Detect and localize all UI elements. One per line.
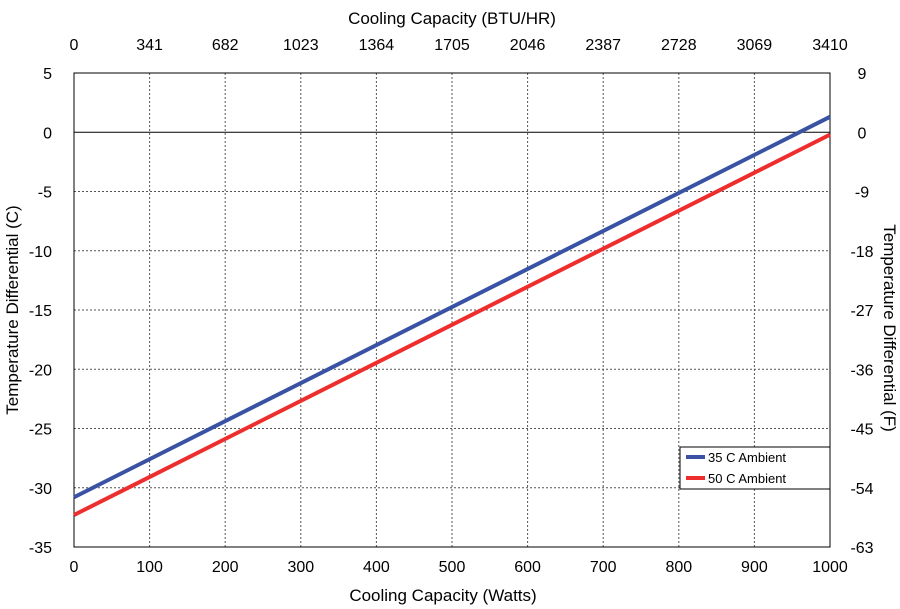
x-tick-label: 500 [439,559,466,576]
x-tick-label: 200 [212,559,239,576]
y2-axis-title: Temperature Differential (F) [880,224,899,432]
y2-axis-ticks: 9 0 -9 -18 -27 -36 -45 -54 -63 [850,66,873,557]
gridlines [74,73,830,547]
y-tick-label: 5 [43,66,52,83]
x2-tick-label: 3410 [812,37,848,54]
y2-tick-label: -63 [850,540,873,557]
x-tick-label: 700 [590,559,617,576]
x-axis-title: Cooling Capacity (Watts) [349,586,536,605]
x2-tick-label: 1705 [434,37,470,54]
x2-tick-label: 2046 [510,37,546,54]
x2-tick-label: 0 [70,37,79,54]
plot-area [73,72,831,548]
y2-tick-label: 0 [858,125,867,142]
series-line-50c [73,132,831,517]
x-axis-ticks: 0 100 200 300 400 500 600 700 800 900 1000 [70,559,848,576]
series-lines [73,115,831,517]
x2-tick-label: 2387 [585,37,621,54]
y-axis-title: Temperature Differential (C) [3,205,22,414]
x-tick-label: 800 [665,559,692,576]
y2-tick-label: 9 [858,66,867,83]
y-tick-label: -25 [29,422,52,439]
x2-tick-label: 1023 [283,37,319,54]
y2-tick-label: -54 [850,481,873,498]
y-tick-label: -35 [29,540,52,557]
x-tick-label: 600 [514,559,541,576]
x2-tick-label: 341 [136,37,163,54]
x-tick-label: 0 [70,559,79,576]
x2-tick-label: 682 [212,37,239,54]
x-tick-label: 400 [363,559,390,576]
x2-tick-label: 2728 [661,37,697,54]
y-axis-ticks: 5 0 -5 -10 -15 -20 -25 -30 -35 [29,66,52,557]
y2-tick-label: -27 [850,303,873,320]
y2-tick-label: -9 [855,185,869,202]
x2-axis-title: Cooling Capacity (BTU/HR) [348,9,556,28]
x-tick-label: 300 [287,559,314,576]
y-tick-label: -5 [38,185,52,202]
x-tick-label: 900 [741,559,768,576]
legend-box [679,446,831,490]
y-tick-label: -10 [29,244,52,261]
x2-tick-label: 1364 [359,37,395,54]
series-line-35c [73,115,831,500]
y2-tick-label: -36 [850,362,873,379]
y-tick-label: 0 [43,125,52,142]
x-tick-label: 100 [136,559,163,576]
legend: 35 C Ambient 50 C Ambient [679,446,831,490]
y-tick-label: -30 [29,481,52,498]
y-tick-label: -20 [29,362,52,379]
x-tick-label: 1000 [812,559,848,576]
y2-tick-label: -18 [850,244,873,261]
legend-label-35c: 35 C Ambient [708,450,786,465]
y-tick-label: -15 [29,303,52,320]
x2-axis-ticks: 0 341 682 1023 1364 1705 2046 2387 2728 3069 3410 [70,37,848,54]
y2-tick-label: -45 [850,422,873,439]
x2-tick-label: 3069 [737,37,773,54]
legend-label-50c: 50 C Ambient [708,471,786,486]
